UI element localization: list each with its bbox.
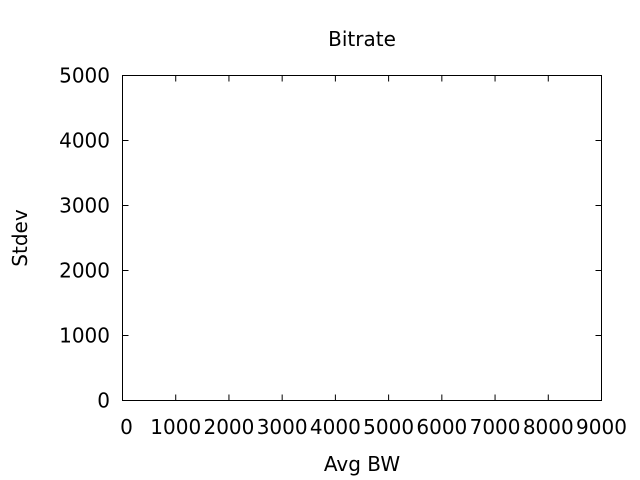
y-axis-ticks: 0 1000 2000 3000 4000 5000 xyxy=(59,64,602,413)
x-tick-label: 7000 xyxy=(470,415,521,439)
y-axis-label: Stdev xyxy=(8,209,32,267)
x-tick-label: 9000 xyxy=(576,415,627,439)
x-tick-label: 5000 xyxy=(363,415,414,439)
x-tick-label: 0 xyxy=(120,415,133,439)
y-tick-label: 0 xyxy=(97,389,110,413)
chart-title: Bitrate xyxy=(328,27,396,51)
y-tick-label: 4000 xyxy=(59,129,110,153)
y-tick-label: 5000 xyxy=(59,64,110,88)
x-axis-label: Avg BW xyxy=(324,452,400,476)
x-tick-label: 2000 xyxy=(203,415,254,439)
plot-area-frame xyxy=(122,75,602,401)
x-tick-label: 8000 xyxy=(523,415,574,439)
x-tick-label: 1000 xyxy=(150,415,201,439)
y-tick-label: 2000 xyxy=(59,259,110,283)
x-tick-label: 3000 xyxy=(257,415,308,439)
x-tick-label: 4000 xyxy=(310,415,361,439)
y-tick-label: 3000 xyxy=(59,194,110,218)
x-tick-label: 6000 xyxy=(416,415,467,439)
x-axis-ticks: 0 1000 2000 3000 4000 5000 6000 7000 8000 9000 xyxy=(120,75,627,439)
y-tick-label: 1000 xyxy=(59,324,110,348)
